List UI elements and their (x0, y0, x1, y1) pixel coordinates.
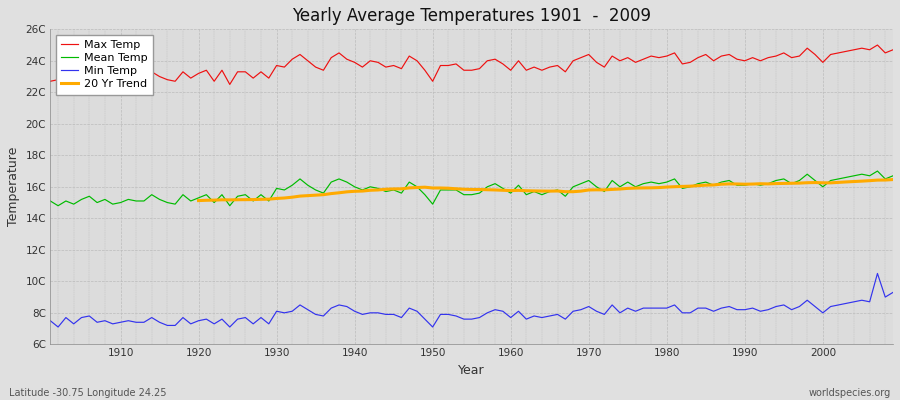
20 Yr Trend (287, 195, 298, 200)
20 Yr Trend (787, 181, 797, 186)
Min Temp (505, 315, 516, 320)
20 Yr Trend (857, 179, 868, 184)
Min Temp (513, 309, 524, 314)
Mean Temp (53, 203, 64, 208)
Line: Mean Temp: Mean Temp (50, 171, 893, 206)
Min Temp (887, 290, 898, 295)
Max Temp (287, 57, 298, 62)
Mean Temp (45, 198, 56, 203)
Y-axis label: Temperature: Temperature (7, 147, 20, 226)
Max Temp (60, 82, 71, 87)
Mean Temp (513, 183, 524, 188)
Max Temp (45, 79, 56, 84)
20 Yr Trend (677, 184, 688, 189)
Min Temp (45, 318, 56, 323)
Text: Latitude -30.75 Longitude 24.25: Latitude -30.75 Longitude 24.25 (9, 388, 166, 398)
Mean Temp (887, 173, 898, 178)
Line: 20 Yr Trend: 20 Yr Trend (199, 180, 893, 200)
Max Temp (334, 50, 345, 55)
Line: Min Temp: Min Temp (50, 274, 893, 327)
Max Temp (607, 54, 617, 58)
Mean Temp (872, 169, 883, 174)
Mean Temp (115, 200, 126, 205)
Max Temp (115, 82, 126, 87)
X-axis label: Year: Year (458, 364, 485, 377)
20 Yr Trend (194, 198, 204, 203)
Mean Temp (607, 178, 617, 183)
Max Temp (872, 43, 883, 48)
Line: Max Temp: Max Temp (50, 45, 893, 84)
Min Temp (872, 271, 883, 276)
Legend: Max Temp, Mean Temp, Min Temp, 20 Yr Trend: Max Temp, Mean Temp, Min Temp, 20 Yr Tre… (56, 35, 153, 95)
Title: Yearly Average Temperatures 1901  -  2009: Yearly Average Temperatures 1901 - 2009 (292, 7, 652, 25)
Min Temp (115, 320, 126, 325)
Min Temp (53, 325, 64, 330)
Mean Temp (505, 191, 516, 196)
Max Temp (505, 68, 516, 73)
Max Temp (513, 58, 524, 63)
Min Temp (334, 302, 345, 307)
Max Temp (887, 47, 898, 52)
Min Temp (287, 309, 298, 314)
Min Temp (607, 302, 617, 307)
20 Yr Trend (770, 181, 781, 186)
Mean Temp (334, 176, 345, 181)
Mean Temp (287, 183, 298, 188)
20 Yr Trend (887, 177, 898, 182)
Text: worldspecies.org: worldspecies.org (809, 388, 891, 398)
20 Yr Trend (404, 186, 415, 190)
